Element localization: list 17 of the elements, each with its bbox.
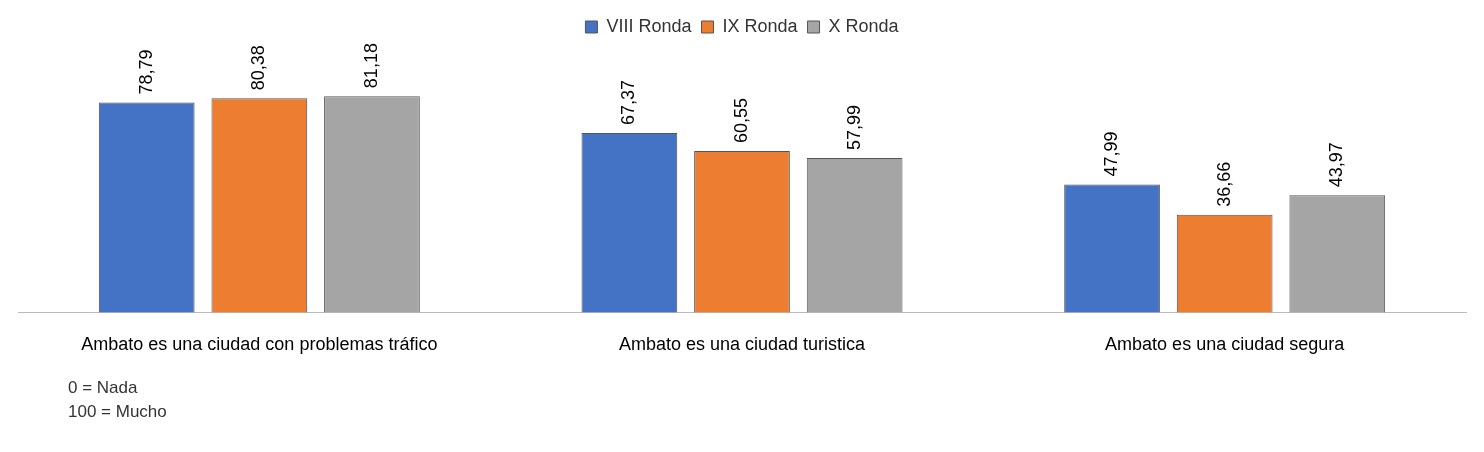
x-tick-label: Ambato es una ciudad segura (1105, 334, 1346, 355)
legend-label: VIII Ronda (606, 15, 693, 36)
legend-label: X Ronda (828, 15, 900, 36)
data-label: 60,55 (730, 98, 751, 144)
data-label: 43,97 (1326, 142, 1347, 188)
data-label: 81,18 (360, 43, 381, 89)
data-label: 67,37 (618, 79, 639, 125)
text: 100 = Mucho (68, 402, 168, 422)
data-label: 47,99 (1101, 131, 1122, 177)
x-tick-label: Ambato es una ciudad con problemas tráfico (81, 334, 438, 355)
data-label: 36,66 (1213, 161, 1234, 207)
data-label: 78,79 (135, 49, 156, 95)
x-tick-label: Ambato es una ciudad turistica (618, 334, 867, 355)
legend-label: IX Ronda (722, 15, 799, 36)
data-label: 57,99 (843, 104, 864, 150)
text: 0 = Nada (68, 378, 139, 398)
data-label: 80,38 (248, 45, 269, 91)
